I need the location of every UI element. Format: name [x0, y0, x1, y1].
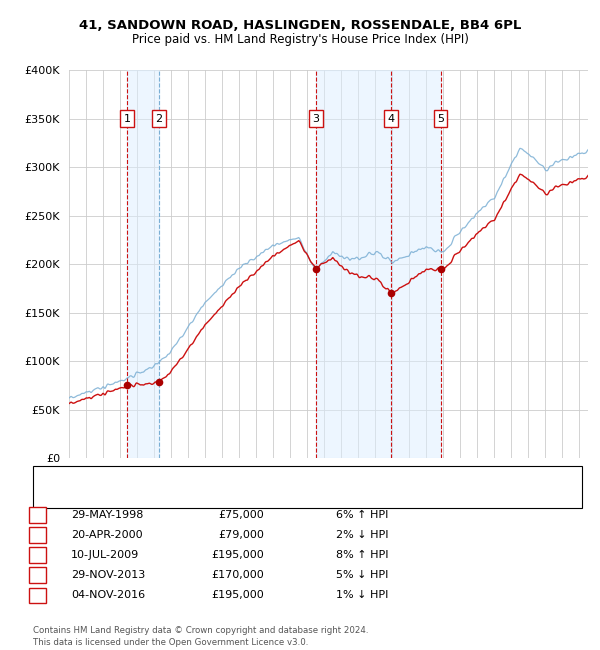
Text: 6% ↑ HPI: 6% ↑ HPI	[336, 510, 388, 520]
Text: 3: 3	[313, 114, 320, 124]
Text: Contains HM Land Registry data © Crown copyright and database right 2024.
This d: Contains HM Land Registry data © Crown c…	[33, 626, 368, 647]
Text: £195,000: £195,000	[211, 550, 264, 560]
Text: 2: 2	[155, 114, 163, 124]
Text: £195,000: £195,000	[211, 590, 264, 601]
Text: 04-NOV-2016: 04-NOV-2016	[71, 590, 145, 601]
Text: £75,000: £75,000	[218, 510, 264, 520]
Text: £170,000: £170,000	[211, 570, 264, 580]
Bar	[127, 70, 159, 458]
Text: 4: 4	[34, 570, 41, 580]
Text: 41, SANDOWN ROAD, HASLINGDEN, ROSSENDALE, BB4 6PL: 41, SANDOWN ROAD, HASLINGDEN, ROSSENDALE…	[79, 19, 521, 32]
Text: 2: 2	[34, 530, 41, 540]
Text: 29-MAY-1998: 29-MAY-1998	[71, 510, 143, 520]
Text: 1% ↓ HPI: 1% ↓ HPI	[336, 590, 388, 601]
Text: 29-NOV-2013: 29-NOV-2013	[71, 570, 145, 580]
Text: Price paid vs. HM Land Registry's House Price Index (HPI): Price paid vs. HM Land Registry's House …	[131, 33, 469, 46]
Text: £79,000: £79,000	[218, 530, 264, 540]
Text: HPI: Average price, detached house, Rossendale: HPI: Average price, detached house, Ross…	[79, 491, 331, 501]
Text: 1: 1	[34, 510, 41, 520]
Text: 20-APR-2000: 20-APR-2000	[71, 530, 142, 540]
Bar	[316, 70, 391, 458]
Text: 4: 4	[387, 114, 394, 124]
Bar	[391, 70, 440, 458]
Text: 5: 5	[437, 114, 444, 124]
Text: 1: 1	[124, 114, 131, 124]
Text: 41, SANDOWN ROAD, HASLINGDEN, ROSSENDALE, BB4 6PL (detached house): 41, SANDOWN ROAD, HASLINGDEN, ROSSENDALE…	[79, 473, 485, 483]
Text: 2% ↓ HPI: 2% ↓ HPI	[336, 530, 389, 540]
Text: 10-JUL-2009: 10-JUL-2009	[71, 550, 139, 560]
Text: 3: 3	[34, 550, 41, 560]
Text: 5% ↓ HPI: 5% ↓ HPI	[336, 570, 388, 580]
Text: 5: 5	[34, 590, 41, 601]
Text: 8% ↑ HPI: 8% ↑ HPI	[336, 550, 389, 560]
